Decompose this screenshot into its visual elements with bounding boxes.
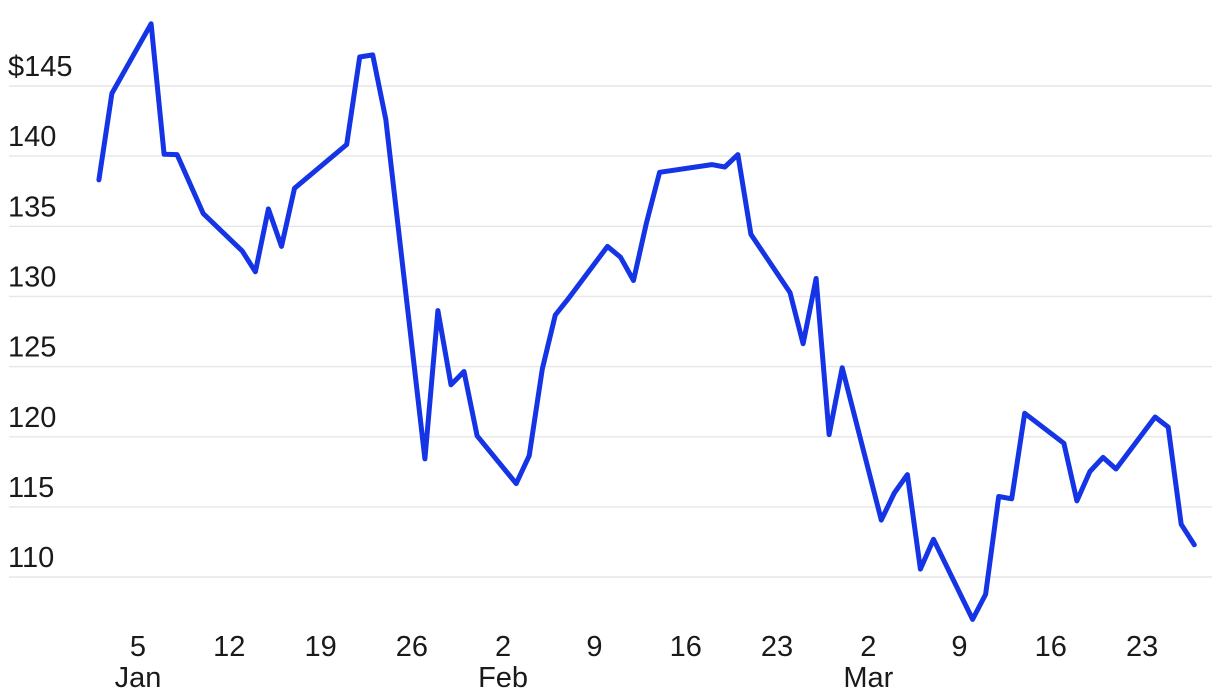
gridlines: [9, 85, 1212, 578]
y-axis-label-120: 120: [8, 402, 56, 434]
y-axis-label-115: 115: [8, 472, 54, 504]
x-axis-month-label-mar: Mar: [843, 662, 893, 694]
y-axis-label-140: 140: [8, 121, 56, 153]
x-axis-tick-1-day: 12: [213, 631, 245, 663]
y-axis-labels: $145 140 135 130 125 120 115 110: [8, 51, 73, 574]
x-axis-tick-11-day: 23: [1126, 631, 1158, 663]
x-axis-month-label-feb: Feb: [478, 662, 528, 694]
x-axis-tick-10-day: 16: [1035, 631, 1067, 663]
x-axis-tick-4-day: 2: [495, 631, 511, 663]
x-axis-tick-9-day: 9: [951, 631, 967, 663]
y-axis-label-145: $145: [8, 51, 73, 83]
x-axis-tick-3-day: 26: [396, 631, 428, 663]
x-axis-tick-8-day: 2: [860, 631, 876, 663]
x-axis-month-label-jan: Jan: [115, 662, 162, 694]
y-axis-label-125: 125: [8, 332, 56, 364]
price-line: [96, 21, 1197, 622]
x-axis-tick-2-day: 19: [304, 631, 336, 663]
y-axis-label-130: 130: [8, 261, 56, 293]
y-axis-label-135: 135: [8, 191, 56, 223]
y-axis-label-110: 110: [8, 542, 54, 574]
x-axis-tick-5-day: 9: [586, 631, 602, 663]
x-axis-tick-0-day: 5: [130, 631, 146, 663]
x-axis-tick-6-day: 16: [670, 631, 702, 663]
x-axis-tick-7-day: 23: [761, 631, 793, 663]
